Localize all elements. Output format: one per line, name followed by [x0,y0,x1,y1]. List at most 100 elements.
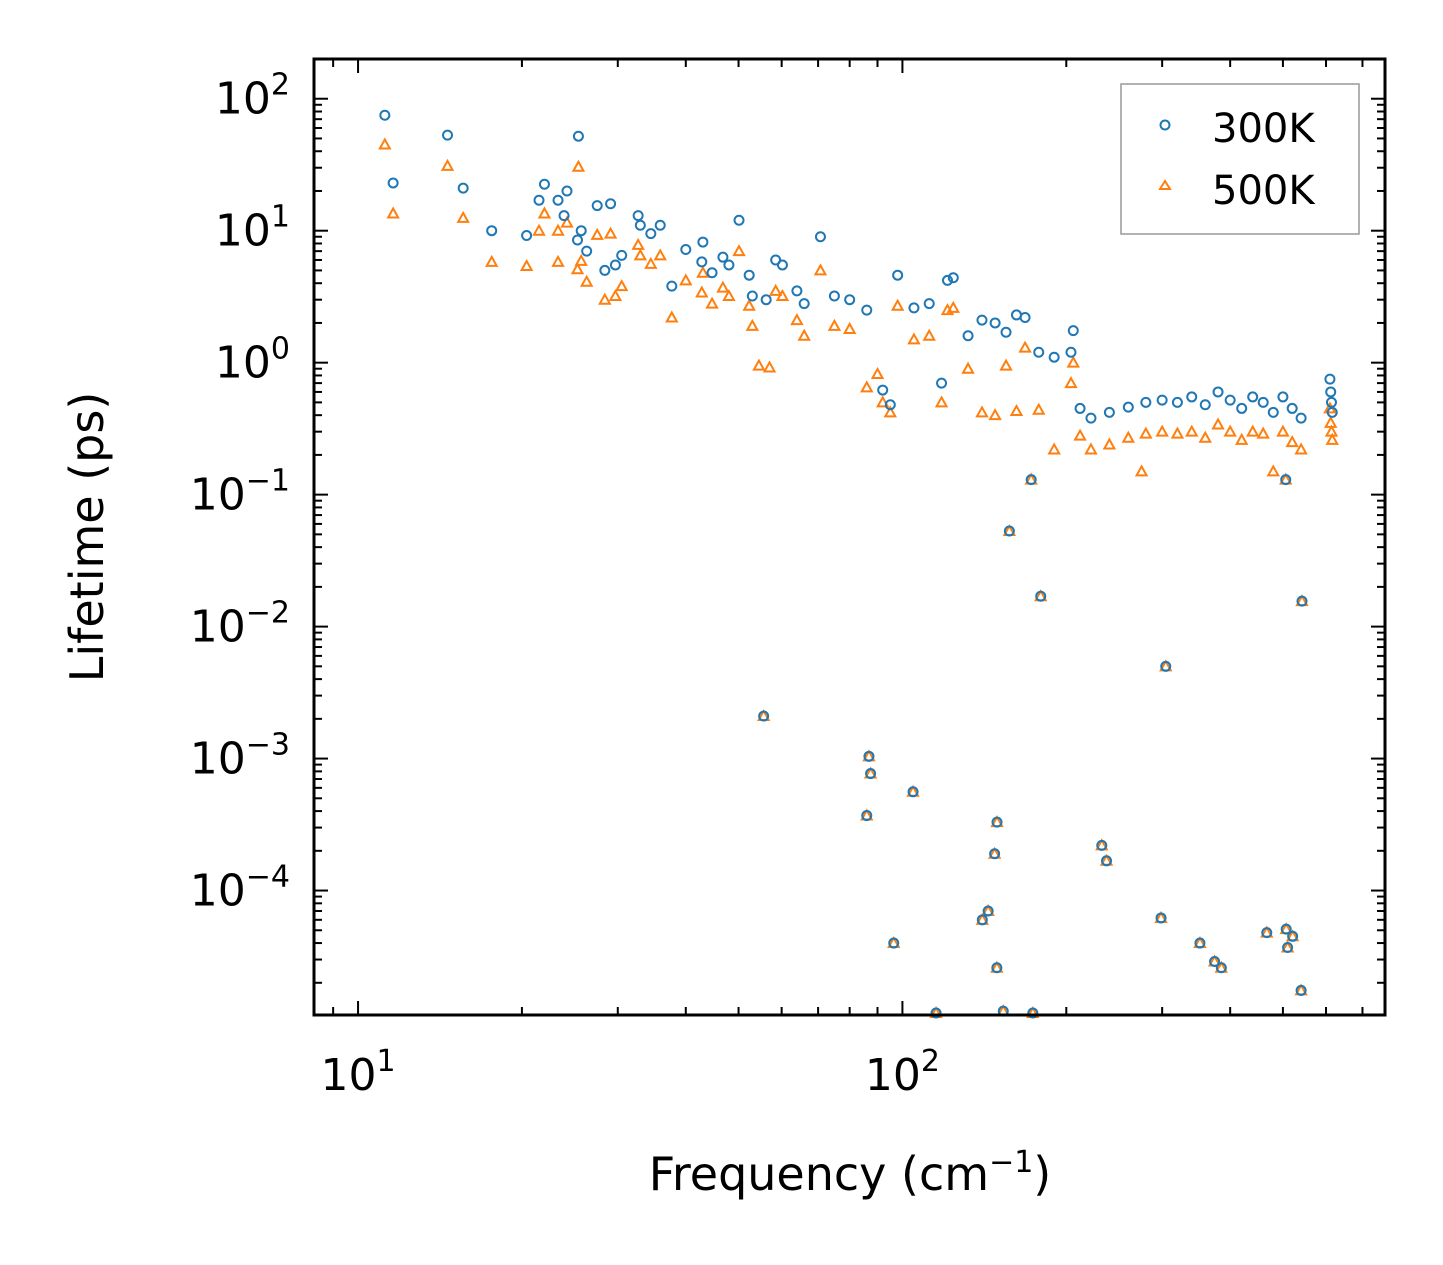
y-axis-label: Lifetime (ps) [60,392,114,683]
legend: 300K 500K [1120,83,1360,235]
point-300k [798,298,810,310]
point-300k [877,384,889,396]
point-500k [590,227,604,240]
point-300k [844,294,856,306]
point-300k [697,236,709,248]
point-300k [575,225,587,237]
point-300k [1033,346,1045,358]
y-tick-label: 100 [215,332,290,389]
point-500k [1009,403,1024,417]
data-points [378,109,1339,1019]
point-500k [551,223,565,236]
point-300k [538,178,550,190]
point-300k [1199,399,1211,411]
point-300k [1000,326,1012,338]
point-500k [560,215,574,228]
point-500k [1211,417,1225,430]
point-500k [1198,430,1212,443]
point-500k [842,321,857,334]
point-500k [1324,415,1338,428]
point-500k [1064,376,1078,389]
point-300k [457,182,469,194]
point-500k [946,300,960,313]
point-300k [976,914,988,926]
point-300k [1287,930,1299,942]
point-300k [1035,590,1047,602]
point-500k [537,206,552,219]
point-500k [1018,340,1032,353]
point-300k [645,228,657,240]
point-300k [1286,402,1298,414]
point-300k [923,298,935,310]
point-300k [865,768,877,780]
point-500k [768,283,783,296]
point-500k [644,256,658,269]
point-300k [486,225,498,237]
point-500k [696,265,710,278]
point-500k [695,285,709,298]
point-300k [1296,595,1308,607]
point-500k [631,237,645,250]
point-500k [934,395,949,408]
point-500k [813,263,828,276]
point-300k [758,710,770,722]
point-300k [1212,386,1224,398]
point-300k [1224,394,1236,406]
point-300k [1209,955,1221,967]
point-500k [598,292,612,305]
point-500k [999,358,1013,371]
point-300k [387,177,399,189]
point-500k [732,244,746,257]
point-500k [440,158,455,171]
y-tick-label: 101 [215,200,290,257]
point-500k [762,360,777,373]
point-300k [1074,402,1086,414]
legend-label-300k: 300K [1212,106,1316,152]
point-500k [1155,424,1169,437]
point-500k [1266,464,1280,477]
point-300k [1096,839,1108,851]
point-300k [717,251,729,263]
point-300k [1027,1007,1039,1019]
point-300k [1048,351,1060,363]
y-tick-label: 102 [215,68,290,125]
point-500k [603,226,618,239]
point-500k [386,206,400,219]
x-tick-label: 102 [865,1044,940,1101]
plot-frame [312,57,1387,1017]
point-500k [1139,426,1153,439]
point-500k [571,159,586,172]
point-300k [1280,923,1292,935]
point-500k [922,328,936,341]
point-300k [908,302,920,314]
point-300k [571,234,583,246]
point-500k [961,361,975,374]
point-500k [705,296,719,309]
point-300k [861,810,873,822]
point-300k [581,245,593,257]
point-300k [930,1007,942,1019]
point-300k [892,269,904,281]
point-300k [1103,406,1115,418]
x-axis-label: Frequency (cm−1) [649,1145,1052,1201]
legend-label-500k: 500K [1212,168,1316,214]
point-300k [706,267,718,279]
point-500k [1294,442,1308,455]
point-500k [745,318,760,331]
point-500k [1102,437,1117,450]
point-500k [653,248,667,261]
point-300k [947,272,959,284]
point-300k [1257,396,1269,408]
point-300k [1065,346,1077,358]
point-300k [989,848,1001,860]
y-tick-label: 10−2 [190,596,290,653]
point-300k [976,314,988,326]
point-500k [752,358,766,371]
point-500k [1121,430,1136,443]
point-300k [1025,474,1037,486]
point-300k [991,962,1003,974]
point-300k [1267,406,1279,418]
point-500k [876,395,890,408]
point-500k [456,210,470,223]
point-300k [1067,325,1079,337]
